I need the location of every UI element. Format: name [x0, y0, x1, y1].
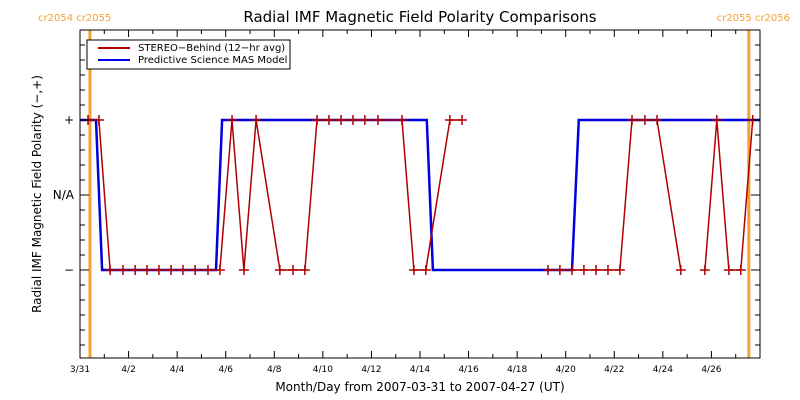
legend-label-model: Predictive Science MAS Model [138, 55, 287, 66]
stereo-data-point [130, 265, 141, 275]
chart-title: Radial IMF Magnetic Field Polarity Compa… [243, 8, 596, 26]
stereo-data-point [542, 265, 553, 275]
stereo-series-line [548, 119, 682, 271]
stereo-data-point [202, 265, 213, 275]
stereo-data-point [105, 265, 116, 275]
x-tick-label: 4/10 [313, 365, 333, 375]
stereo-data-point [457, 115, 468, 125]
x-tick-label: 4/12 [361, 365, 381, 375]
stereo-data-point [578, 265, 589, 275]
x-tick-label: 4/6 [218, 365, 233, 375]
stereo-data-point [397, 115, 408, 125]
carrington-markers: cr2054 cr2055 cr2055 cr2056 [38, 13, 790, 358]
stereo-data-point [444, 115, 455, 125]
stereo-data-point [153, 265, 164, 275]
stereo-data-point [336, 115, 347, 125]
x-tick-label: 4/14 [410, 365, 430, 375]
x-tick-label: 4/16 [458, 365, 478, 375]
stereo-data-point [567, 265, 578, 275]
stereo-data-point [652, 115, 663, 125]
x-tick-label: 4/22 [604, 365, 624, 375]
stereo-data-point [359, 115, 370, 125]
stereo-data-point [675, 265, 686, 275]
stereo-data-point [614, 265, 625, 275]
x-tick-label: 4/2 [121, 365, 135, 375]
y-tick-label: + [64, 113, 74, 127]
series-layer [80, 115, 760, 275]
stereo-data-point [420, 265, 431, 275]
carrington-label: cr2055 cr2056 [717, 13, 790, 24]
x-tick-label: 4/8 [267, 365, 282, 375]
y-tick-label: N/A [53, 188, 75, 202]
stereo-data-point [238, 265, 249, 275]
stereo-data-point [323, 115, 334, 125]
axes: 3/31 4/2 4/4 4/6 4/8 4/10 4/12 4/14 4/16 4/18 4/20… [53, 29, 761, 375]
x-axis-title: Month/Day from 2007-03-31 to 2007-04-27 … [275, 380, 564, 394]
stereo-data-point [93, 115, 104, 125]
legend: STEREO−Behind (12−hr avg) Predictive Sci… [86, 39, 291, 70]
plot-frame [79, 29, 761, 359]
stereo-data-point [723, 265, 734, 275]
stereo-data-point [299, 265, 310, 275]
stereo-data-point [287, 265, 298, 275]
stereo-data-point [190, 265, 201, 275]
stereo-data-point [177, 265, 188, 275]
legend-label-stereo: STEREO−Behind (12−hr avg) [138, 43, 285, 54]
stereo-series-line [704, 119, 754, 271]
stereo-data-point [591, 265, 602, 275]
stereo-data-point [627, 115, 638, 125]
x-tick-label: 4/24 [653, 365, 673, 375]
stereo-data-point [408, 265, 419, 275]
stereo-series-line [88, 119, 462, 271]
stereo-data-point [639, 115, 650, 125]
stereo-data-point [251, 115, 262, 125]
stereo-data-point [554, 265, 565, 275]
x-tick-label: 4/18 [507, 365, 527, 375]
stereo-data-point [602, 265, 613, 275]
x-tick-label: 4/4 [170, 365, 185, 375]
stereo-data-point [166, 265, 177, 275]
model-series-line [80, 118, 760, 272]
stereo-data-point [227, 115, 238, 125]
y-axis-title: Radial IMF Magnetic Field Polarity (−,+) [30, 75, 44, 313]
stereo-data-point [312, 115, 323, 125]
stereo-data-point [372, 115, 383, 125]
stereo-data-point [735, 265, 746, 275]
stereo-data-point [347, 115, 358, 125]
stereo-data-point [142, 265, 153, 275]
x-tick-label: 4/26 [701, 365, 721, 375]
x-tick-label: 4/20 [556, 365, 576, 375]
x-tick-label: 3/31 [70, 365, 90, 375]
stereo-data-point [699, 265, 710, 275]
stereo-data-point [117, 265, 128, 275]
legend-box [86, 39, 291, 70]
stereo-data-point [274, 265, 285, 275]
stereo-data-point [214, 265, 225, 275]
y-tick-label: − [64, 263, 74, 277]
stereo-data-point [711, 115, 722, 125]
carrington-label: cr2054 cr2055 [38, 13, 111, 24]
